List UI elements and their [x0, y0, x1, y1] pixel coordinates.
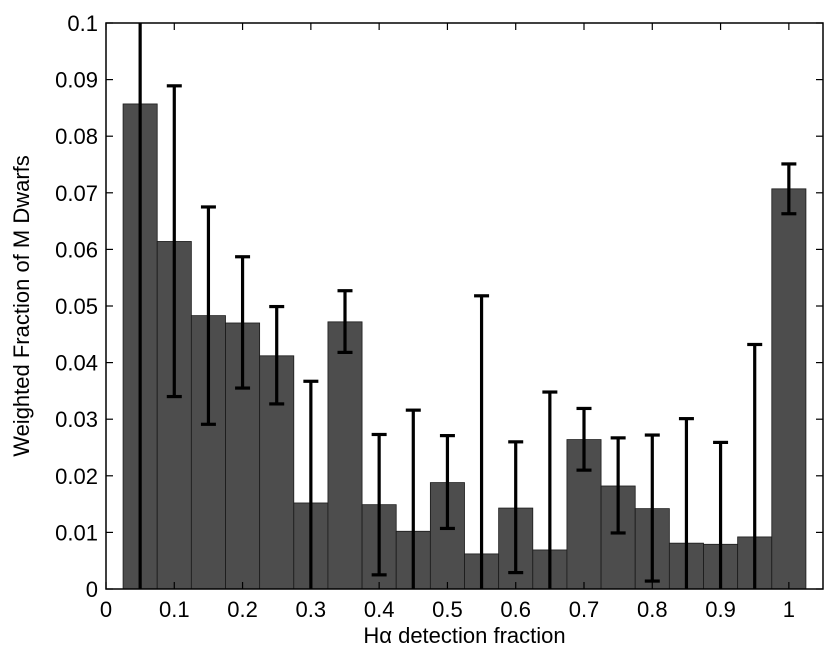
- error-bar: [644, 433, 660, 583]
- error-bar: [371, 432, 387, 577]
- x-tick-label: 0.7: [569, 597, 600, 622]
- bar: [327, 321, 363, 590]
- error-bar: [235, 255, 251, 390]
- error-bar: [610, 436, 626, 535]
- error-bar: [269, 304, 285, 406]
- y-tick-label: 0.02: [55, 464, 98, 489]
- y-tick-label: 0.09: [55, 68, 98, 93]
- x-tick-label: 0: [100, 597, 112, 622]
- error-bars: [138, 23, 797, 589]
- error-bar: [200, 205, 216, 426]
- bar: [771, 188, 807, 590]
- error-bar: [713, 440, 729, 589]
- x-tick-label: 0.2: [227, 597, 258, 622]
- x-axis-label: Hα detection fraction: [363, 623, 565, 648]
- error-bar: [678, 417, 694, 589]
- error-bar: [405, 408, 421, 589]
- x-tick-label: 0.6: [500, 597, 531, 622]
- error-bar: [166, 84, 182, 399]
- x-tick-label: 0.8: [637, 597, 668, 622]
- error-bar: [474, 294, 490, 589]
- x-tick-label: 0.3: [296, 597, 327, 622]
- y-tick-label: 0.08: [55, 124, 98, 149]
- x-tick-label: 1: [783, 597, 795, 622]
- y-tick-label: 0.03: [55, 407, 98, 432]
- error-bar: [542, 390, 558, 589]
- y-tick-label: 0.1: [67, 11, 98, 36]
- x-tick-label: 0.4: [364, 597, 395, 622]
- error-bar: [576, 406, 592, 472]
- y-axis-label: Weighted Fraction of M Dwarfs: [9, 155, 34, 457]
- x-tick-label: 0.9: [705, 597, 736, 622]
- x-tick-label: 0.1: [159, 597, 190, 622]
- x-axis-ticks: 0 0.1 0.2 0.3 0.4 0.5 0.6 0.7 0.8 0.9 1: [100, 23, 795, 622]
- error-bar: [337, 289, 353, 355]
- y-tick-label: 0.05: [55, 294, 98, 319]
- y-tick-label: 0.04: [55, 351, 98, 376]
- y-tick-label: 0.07: [55, 181, 98, 206]
- error-bar: [439, 434, 455, 531]
- error-bar: [781, 162, 797, 216]
- error-bar: [508, 440, 524, 575]
- error-bar: [747, 342, 763, 589]
- y-tick-label: 0.01: [55, 520, 98, 545]
- bars: [122, 103, 807, 590]
- y-axis-ticks: 0 0.01 0.02 0.03 0.04 0.05 0.06 0.07 0.08 0.09 0.1: [55, 11, 823, 602]
- x-tick-label: 0.5: [432, 597, 463, 622]
- error-bar: [303, 379, 319, 589]
- y-tick-label: 0.06: [55, 237, 98, 262]
- y-tick-label: 0: [86, 577, 98, 602]
